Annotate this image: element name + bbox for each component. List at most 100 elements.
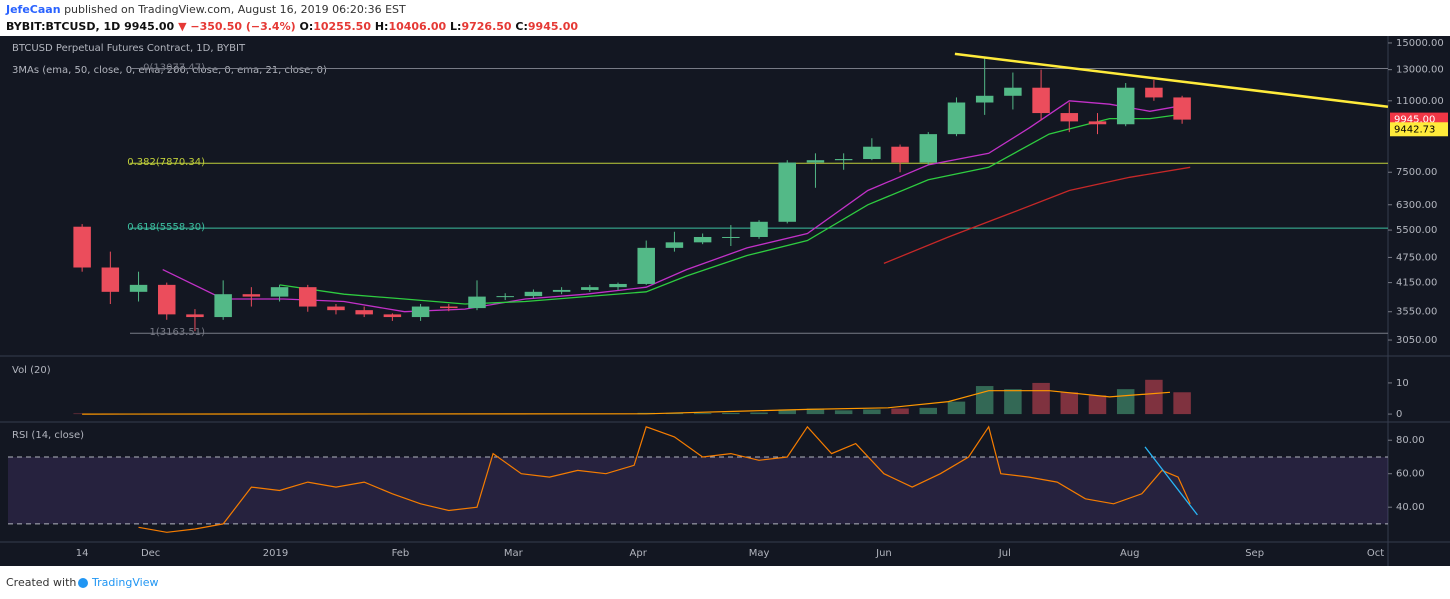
volume-bar [947,401,966,415]
footer-brand[interactable]: TradingView [91,576,158,589]
brand-icon [78,578,88,588]
candle-body [1173,97,1191,120]
moving-average [883,166,1191,265]
candle-body [552,289,571,292]
volume-bar [1004,389,1022,415]
volume-bar [891,408,909,415]
candle-body [806,160,825,163]
price-label: 9442.73 [1394,124,1435,135]
y-tick-label: 13000.00 [1396,65,1444,76]
candle-body [834,159,853,161]
fib-label: 1(3163.51) [149,327,205,338]
volume-bar [863,409,881,415]
candle-body [242,294,261,297]
x-tick-label: Sep [1245,548,1264,559]
x-tick-label: Aug [1120,548,1140,559]
candle-body [863,146,881,160]
ohlc-value: 9726.50 [461,20,511,33]
ohlc-value: 10406.00 [388,20,446,33]
candle-body [665,242,684,248]
rsi-trendline [1144,446,1198,516]
volume-bar [778,409,796,415]
candle-body [186,314,204,318]
candle-body [270,287,289,297]
trendline [954,52,1389,108]
x-tick-label: Jul [998,548,1011,559]
candle-body [73,226,91,268]
candle-body [750,221,768,237]
x-tick-label: Apr [630,548,648,559]
volume-bar [919,407,938,415]
y-tick-label: 6300.00 [1396,200,1437,211]
indicator-title: 3MAs (ema, 50, close, 0, ema, 200, close… [12,65,327,76]
volume-bar [693,413,712,415]
author[interactable]: JefeCaan [5,3,61,16]
ohlc-value: 10255.50 [313,20,371,33]
x-tick-label: Oct [1367,548,1384,559]
price-label-box [1390,122,1448,137]
y-tick-label: 60.00 [1396,469,1425,480]
candle-body [1060,113,1079,122]
volume-bar [834,410,853,415]
fib-label: 0.382(7870.34) [127,157,205,168]
x-tick-label: Jun [875,548,892,559]
rsi-line [138,425,1191,533]
y-tick-label: 4750.00 [1396,252,1437,263]
ohlc-value: 9945.00 [528,20,578,33]
fib-label: 0(13077.47) [143,63,205,74]
price-label: 9945.00 [1394,115,1435,126]
volume-bar [1060,392,1079,415]
volume-bar [1088,395,1107,415]
published: published on TradingView.com, August 16,… [64,3,406,16]
y-tick-label: 80.00 [1396,435,1425,446]
candle-body [637,247,655,284]
candle-body [299,287,317,307]
candle-body [383,314,402,318]
footer-text: Created with [6,576,76,589]
candle-body [1004,87,1022,96]
y-tick-label: 3050.00 [1396,335,1437,346]
x-tick-label: May [749,548,770,559]
candle-body [158,284,176,315]
volume-bar [722,412,740,415]
candle-body [1116,87,1135,125]
ohlc-label: L: [450,20,461,33]
candle-body [101,267,120,292]
y-tick-label: 7500.00 [1396,167,1437,178]
candle-body [327,306,345,311]
volume-bar [806,408,825,415]
volume-bar [1173,392,1191,415]
ohlc-label: C: [515,20,527,33]
candle-body [1145,87,1163,98]
candle-body [496,296,514,298]
candle-body [722,236,740,238]
volume-bar [1145,379,1163,415]
candle-body [524,291,543,297]
y-tick-label: 4150.00 [1396,278,1437,289]
candle-body [975,95,994,103]
candle-body [411,306,430,318]
candle-body [778,162,796,222]
y-tick-label: 10 [1396,378,1409,389]
y-tick-label: 5500.00 [1396,225,1437,236]
candle-body [214,294,232,318]
y-tick-label: 15000.00 [1396,38,1444,49]
change: ▼ −350.50 (−3.4%) [178,20,296,33]
x-tick-label: 2019 [263,548,288,559]
ohlc-label: H: [375,20,389,33]
moving-average [162,100,1191,313]
pane-title: BTCUSD Perpetual Futures Contract, 1D, B… [12,43,246,54]
candle-body [891,146,909,163]
candle-body [468,296,486,309]
x-tick-label: Feb [392,548,410,559]
y-tick-label: 40.00 [1396,502,1425,513]
candle-body [919,134,938,163]
y-tick-label: 0 [1396,409,1402,420]
candle-body [1088,121,1107,125]
symbol: BYBIT:BTCUSD, 1D [6,20,120,33]
volume-bar [1116,389,1135,415]
ohlc-label: O: [299,20,313,33]
header-line: JefeCaan published on TradingView.com, A… [5,3,406,16]
candle-body [581,287,599,290]
candle-body [947,102,966,135]
